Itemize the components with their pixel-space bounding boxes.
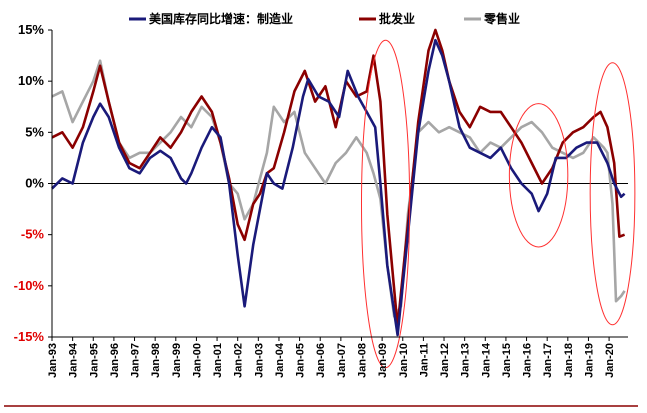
series-line-retail: [51, 59, 626, 318]
x-tick-label: Jan-01: [212, 343, 224, 378]
x-tick-label: Jan-20: [604, 343, 616, 378]
legend-label-retail: 零售业: [483, 11, 520, 26]
x-tick-label: Jan-98: [150, 343, 162, 378]
x-tick-label: Jan-18: [563, 343, 575, 378]
legend-title: 美国库存同比增速：: [149, 11, 257, 26]
x-tick-label: Jan-09: [377, 343, 389, 378]
x-tick-label: Jan-00: [191, 343, 203, 378]
x-tick-label: Jan-04: [274, 342, 286, 378]
y-tick-label: 0%: [25, 176, 44, 191]
legend-series-name: 制造业: [257, 11, 293, 26]
y-tick-label: -5%: [21, 227, 45, 242]
x-tick-label: Jan-96: [109, 343, 121, 378]
x-tick-label: Jan-10: [398, 343, 410, 378]
y-tick-label: 5%: [25, 124, 44, 139]
x-axis: Jan-93 Jan-94 Jan-95 Jan-96 Jan-97 Jan-98 Jan-…: [47, 336, 628, 378]
x-tick-label: Jan-14: [480, 342, 492, 378]
highlight-ellipse-2: [508, 103, 569, 248]
x-tick-label: Jan-94: [68, 342, 80, 378]
series-line-wholesale: [51, 28, 626, 329]
legend-label-wholesale: 批发业: [379, 11, 415, 26]
x-tick-label: Jan-07: [336, 343, 348, 378]
chart-legend: 美国库存同比增速：制造业 批发业 零售业: [129, 11, 520, 26]
plot-area: [51, 28, 636, 369]
x-tick-label: Jan-11: [418, 343, 430, 377]
y-tick-label: -10%: [14, 278, 45, 293]
x-tick-label: Jan-93: [47, 343, 59, 378]
x-tick-label: Jan-12: [439, 343, 451, 378]
x-tick-label: Jan-06: [315, 343, 327, 378]
x-tick-label: Jan-17: [542, 343, 554, 378]
x-tick-label: Jan-08: [356, 343, 368, 378]
x-tick-label: Jan-99: [171, 343, 183, 378]
x-tick-label: Jan-97: [130, 343, 142, 378]
x-tick-label: Jan-13: [460, 343, 472, 378]
legend-label-manufacturing: 美国库存同比增速：制造业: [149, 11, 293, 26]
x-tick-label: Jan-02: [233, 343, 245, 378]
y-tick-label: 10%: [18, 73, 44, 88]
x-tick-label: Jan-03: [253, 343, 265, 378]
x-tick-label: Jan-95: [88, 343, 100, 378]
y-axis: 15% 10% 5% 0% -5% -10% -15%: [14, 22, 53, 344]
highlight-ellipse-1: [360, 39, 411, 369]
highlight-ellipse-3: [589, 62, 636, 326]
x-tick-label: Jan-15: [501, 343, 513, 378]
x-tick-label: Jan-05: [295, 343, 307, 378]
y-tick-label: -15%: [14, 329, 45, 344]
x-tick-label: Jan-19: [583, 343, 595, 378]
series-line-manufacturing: [51, 38, 626, 337]
x-tick-label: Jan-16: [522, 343, 534, 378]
y-tick-label: 15%: [18, 22, 44, 37]
